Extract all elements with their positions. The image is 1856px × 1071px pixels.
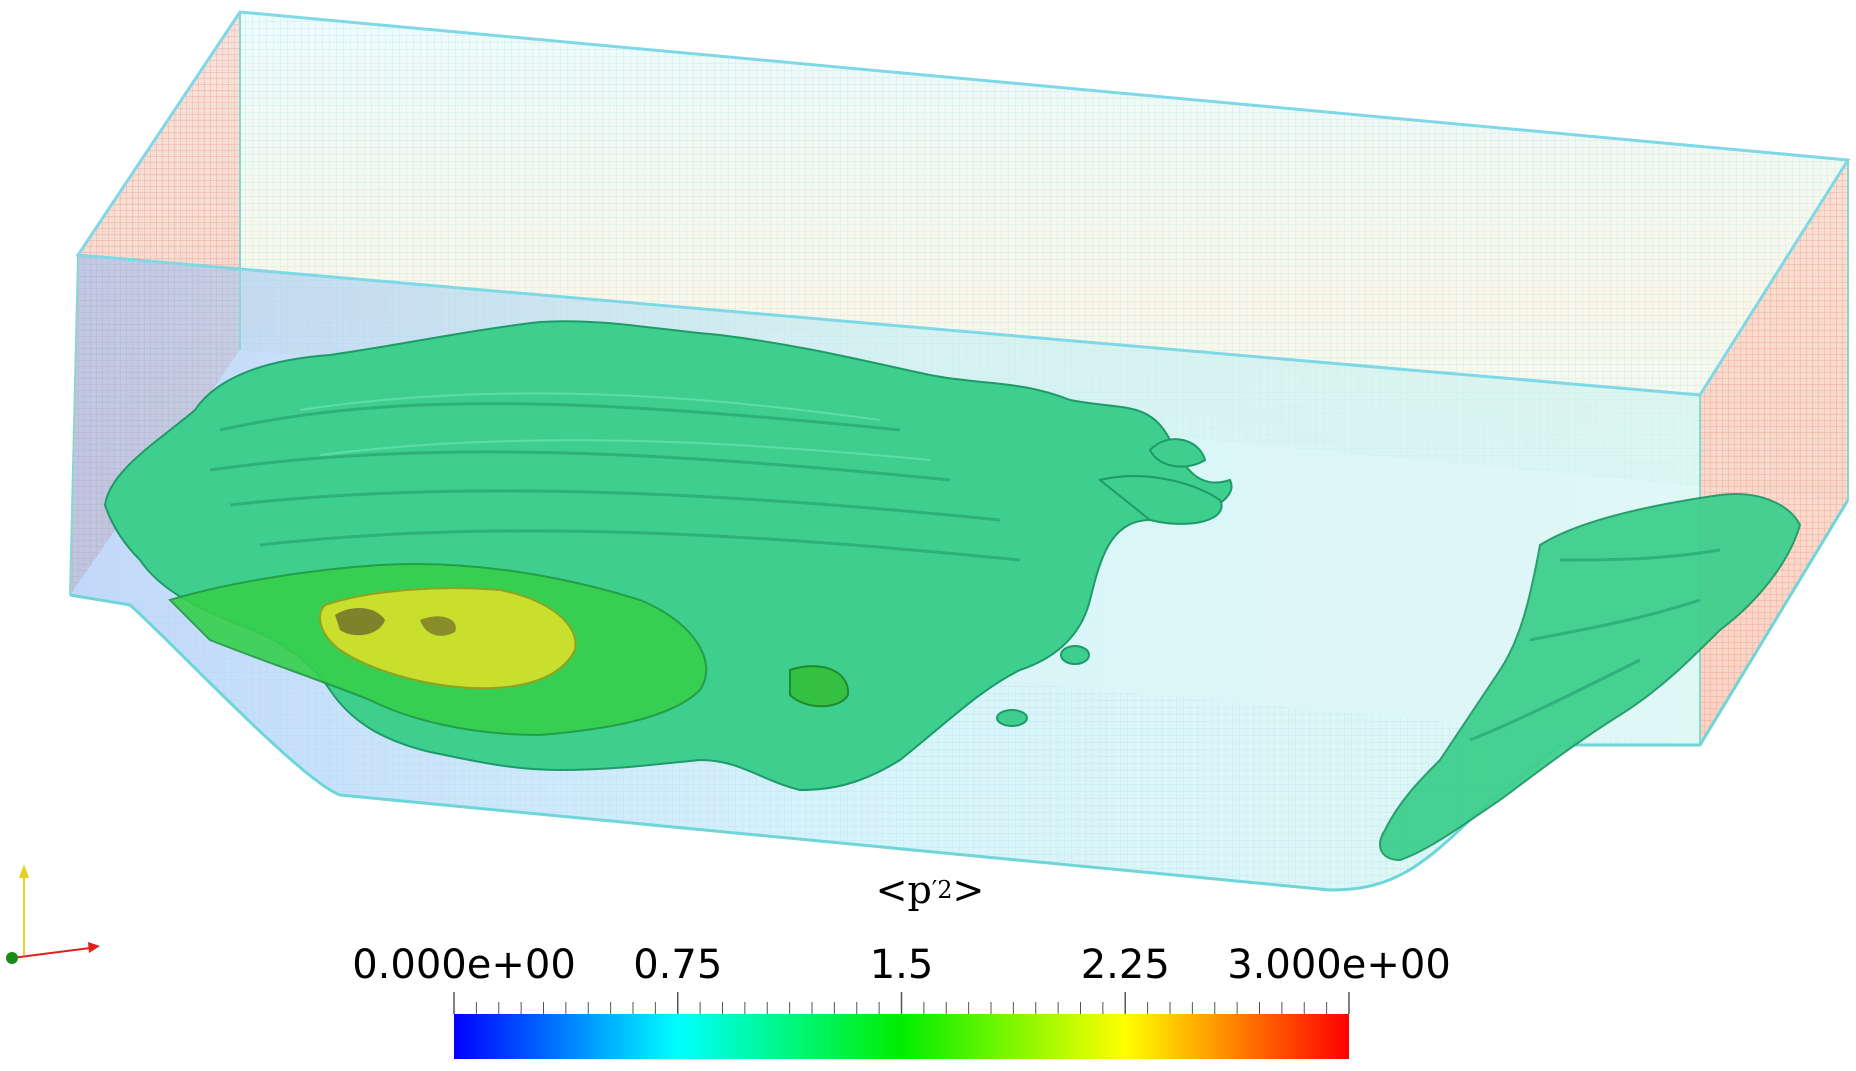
colorbar-tick-label: 1.5	[869, 942, 934, 988]
scalar-title-base: <p	[875, 868, 932, 912]
isosurface-left	[103, 320, 1233, 792]
x-axis-arrow	[11, 947, 91, 959]
colorbar-tick-label: 3.000e+00	[1227, 942, 1451, 988]
colorbar	[454, 1014, 1349, 1059]
z-axis-marker	[6, 952, 18, 964]
scalar-title-sup: ′2	[931, 876, 953, 904]
scalar-title-end: >	[952, 868, 985, 912]
orientation-axes	[6, 864, 100, 964]
colorbar-tick-label: 2.25	[1080, 942, 1170, 988]
scalar-bar-title: <p ′2 >	[800, 860, 1060, 920]
colorbar-tick-label: 0.000e+00	[352, 942, 576, 988]
colorbar-ticks	[453, 992, 1350, 1014]
colorbar-tick-label: 0.75	[633, 942, 723, 988]
isosurface-peak	[319, 587, 577, 690]
isosurface-right	[1379, 493, 1802, 862]
